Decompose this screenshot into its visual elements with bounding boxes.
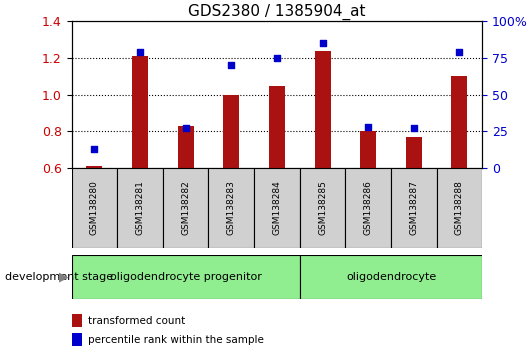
Text: development stage: development stage — [5, 272, 113, 282]
Bar — [300, 168, 346, 248]
Bar — [300, 255, 482, 299]
Point — [90, 146, 99, 152]
Text: oligodendrocyte progenitor: oligodendrocyte progenitor — [110, 272, 262, 282]
Text: GSM138285: GSM138285 — [318, 181, 327, 235]
Text: GSM138282: GSM138282 — [181, 181, 190, 235]
Point — [364, 124, 373, 130]
Text: GSM138288: GSM138288 — [455, 181, 464, 235]
Text: GSM138286: GSM138286 — [364, 181, 373, 235]
Text: GSM138280: GSM138280 — [90, 181, 99, 235]
Point — [136, 49, 144, 55]
Bar — [72, 314, 82, 327]
Bar — [117, 168, 163, 248]
Bar — [406, 137, 422, 168]
Bar — [163, 168, 208, 248]
Bar — [360, 131, 376, 168]
Text: percentile rank within the sample: percentile rank within the sample — [88, 335, 264, 345]
Title: GDS2380 / 1385904_at: GDS2380 / 1385904_at — [188, 4, 366, 20]
Bar — [72, 255, 300, 299]
Bar — [346, 168, 391, 248]
Point — [410, 126, 418, 131]
Bar — [254, 168, 300, 248]
Text: GSM138283: GSM138283 — [227, 181, 236, 235]
Text: transformed count: transformed count — [88, 316, 185, 326]
Bar — [437, 168, 482, 248]
Bar — [72, 333, 82, 346]
Text: GSM138287: GSM138287 — [409, 181, 418, 235]
Point — [319, 40, 327, 46]
Bar — [208, 168, 254, 248]
Text: oligodendrocyte: oligodendrocyte — [346, 272, 436, 282]
Point — [273, 55, 281, 61]
Bar — [178, 126, 193, 168]
Point — [181, 126, 190, 131]
Text: GSM138284: GSM138284 — [272, 181, 281, 235]
Bar — [72, 168, 117, 248]
Point — [455, 49, 464, 55]
Text: GSM138281: GSM138281 — [136, 181, 145, 235]
Bar — [86, 166, 102, 168]
Bar — [391, 168, 437, 248]
Bar — [452, 76, 467, 168]
Text: ▶: ▶ — [59, 270, 69, 284]
Bar — [132, 56, 148, 168]
Point — [227, 62, 235, 68]
Bar — [315, 51, 331, 168]
Bar — [269, 86, 285, 168]
Bar — [223, 95, 239, 168]
